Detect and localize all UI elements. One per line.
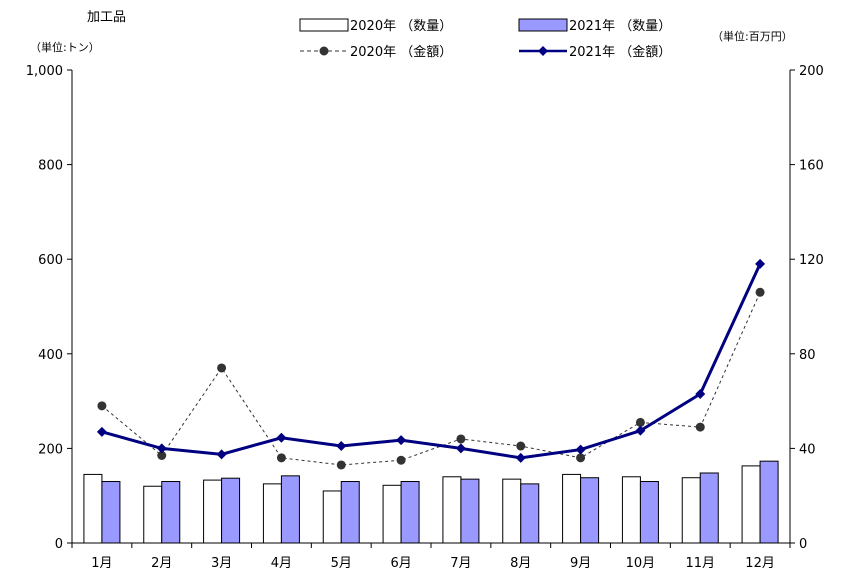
legend-marker-2020-amount bbox=[319, 46, 329, 56]
bar-2021-quantity bbox=[340, 481, 360, 544]
point-2020-amount bbox=[336, 460, 346, 470]
legend-label-2021-qty: 2021年 （数量） bbox=[569, 19, 671, 34]
bar-2021-quantity bbox=[639, 481, 659, 544]
bar-2021-quantity bbox=[161, 481, 181, 544]
point-2021-amount bbox=[396, 435, 407, 446]
point-2021-amount bbox=[575, 444, 586, 455]
point-2020-amount bbox=[635, 417, 645, 427]
x-tick-label: 6月 bbox=[390, 556, 411, 571]
bar-2020-quantity bbox=[143, 485, 163, 544]
point-2020-amount bbox=[456, 434, 466, 444]
bar-2020-quantity bbox=[562, 473, 582, 544]
left-tick-label: 0 bbox=[55, 537, 63, 552]
point-2021-amount bbox=[156, 443, 167, 454]
point-2020-amount bbox=[576, 453, 586, 463]
bar-2021-quantity bbox=[699, 472, 719, 544]
x-tick-label: 7月 bbox=[450, 556, 471, 571]
right-tick-label: 0 bbox=[799, 537, 807, 552]
point-2021-amount bbox=[336, 441, 347, 452]
left-tick-label: 800 bbox=[38, 159, 63, 174]
point-2021-amount bbox=[96, 426, 107, 437]
point-2020-amount bbox=[516, 441, 526, 451]
bar-2021-quantity bbox=[221, 477, 241, 544]
bar-2020-quantity bbox=[502, 478, 522, 544]
legend: 2020年 （数量） 2021年 （数量） 2020年 （金額） 2021年 （… bbox=[299, 18, 671, 60]
point-2021-amount bbox=[635, 425, 646, 436]
bar-2020-quantity bbox=[382, 484, 402, 544]
x-tick-label: 1月 bbox=[91, 556, 112, 571]
bar-2020-quantity bbox=[442, 476, 462, 544]
point-2020-amount bbox=[276, 453, 286, 463]
chart-title: 加工品 bbox=[87, 10, 126, 25]
point-2020-amount bbox=[97, 401, 107, 411]
bar-2021-quantity bbox=[759, 460, 779, 544]
bar-2020-quantity bbox=[741, 465, 761, 544]
x-tick-label: 9月 bbox=[570, 556, 591, 571]
point-2021-amount bbox=[695, 389, 706, 400]
bar-2021-quantity bbox=[580, 477, 600, 544]
left-tick-label: 600 bbox=[38, 253, 63, 268]
right-tick-label: 40 bbox=[799, 442, 816, 457]
point-2020-amount bbox=[695, 422, 705, 432]
legend-label-2020-qty: 2020年 （数量） bbox=[350, 19, 452, 34]
bar-2021-quantity bbox=[520, 483, 540, 544]
bar-2020-quantity bbox=[681, 477, 701, 544]
point-2021-amount bbox=[515, 452, 526, 463]
point-2020-amount bbox=[157, 450, 167, 460]
right-tick-label: 200 bbox=[799, 64, 824, 79]
x-tick-label: 10月 bbox=[626, 556, 656, 571]
legend-label-2021-amount: 2021年 （金額） bbox=[569, 44, 671, 60]
bar-2020-quantity bbox=[262, 483, 282, 544]
point-2020-amount bbox=[755, 287, 765, 297]
point-2021-amount bbox=[216, 449, 227, 460]
left-tick-label: 1,000 bbox=[26, 64, 63, 79]
right-tick-label: 120 bbox=[799, 253, 824, 268]
legend-marker-2021-amount bbox=[538, 46, 548, 56]
x-tick-label: 8月 bbox=[510, 556, 531, 571]
bar-2020-quantity bbox=[203, 479, 223, 544]
x-tick-label: 12月 bbox=[745, 556, 775, 571]
line-2020-amount bbox=[101, 292, 761, 466]
legend-swatch-2020-qty bbox=[299, 18, 349, 32]
left-tick-label: 400 bbox=[38, 348, 63, 363]
right-tick-label: 160 bbox=[799, 159, 824, 174]
bar-2021-quantity bbox=[101, 481, 121, 544]
left-tick-label: 200 bbox=[38, 442, 63, 457]
x-tick-label: 2月 bbox=[151, 556, 172, 571]
point-2020-amount bbox=[396, 455, 406, 465]
legend-label-2020-amount: 2020年 （金額） bbox=[350, 44, 452, 60]
bar-2020-quantity bbox=[322, 490, 342, 544]
bar-2020-quantity bbox=[621, 476, 641, 544]
left-axis-unit: （単位:トン） bbox=[30, 40, 100, 54]
bar-2021-quantity bbox=[280, 475, 300, 544]
point-2020-amount bbox=[217, 363, 227, 373]
line-2021-amount bbox=[101, 263, 762, 460]
x-tick-label: 11月 bbox=[685, 556, 715, 571]
right-tick-label: 80 bbox=[799, 348, 816, 363]
right-axis-unit: （単位:百万円） bbox=[712, 29, 793, 43]
x-tick-label: 3月 bbox=[211, 556, 232, 571]
point-2021-amount bbox=[755, 258, 766, 269]
x-tick-label: 4月 bbox=[271, 556, 292, 571]
x-tick-label: 5月 bbox=[331, 556, 352, 571]
bar-2021-quantity bbox=[460, 478, 480, 544]
legend-swatch-2021-qty bbox=[518, 18, 568, 32]
point-2021-amount bbox=[455, 443, 466, 454]
bar-2021-quantity bbox=[400, 481, 420, 544]
point-2021-amount bbox=[276, 432, 287, 443]
bar-2020-quantity bbox=[83, 473, 103, 544]
